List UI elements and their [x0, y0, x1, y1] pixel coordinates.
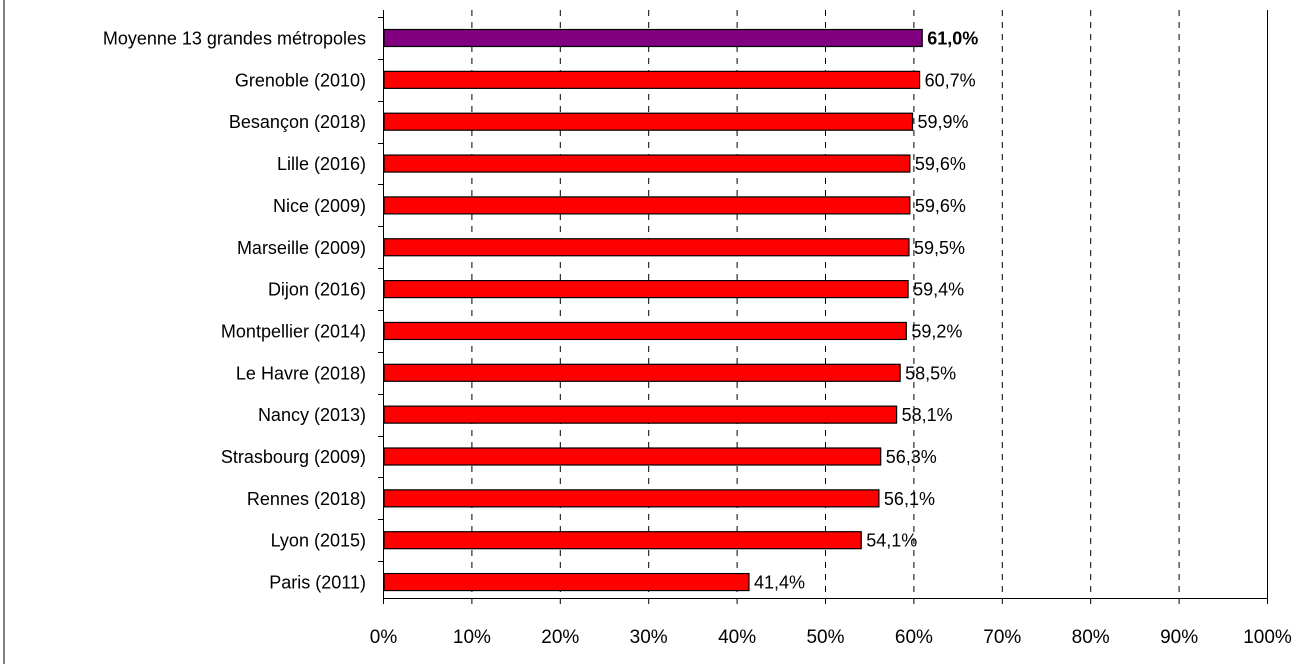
bar [383, 405, 898, 424]
bar [383, 447, 882, 466]
category-label: Nice (2009) [273, 196, 366, 216]
x-tick-label: 100% [1243, 627, 1292, 648]
x-tick-label: 40% [718, 627, 756, 648]
x-tick-label: 30% [630, 627, 668, 648]
data-label: 56,3% [886, 447, 937, 467]
category-label: Lille (2016) [277, 154, 366, 174]
data-label: 58,5% [905, 363, 956, 383]
x-tick-label: 10% [453, 627, 491, 648]
data-label: 61,0% [927, 29, 978, 49]
bar [383, 531, 862, 550]
category-label: Grenoble (2010) [235, 70, 366, 90]
category-label: Besançon (2018) [229, 112, 366, 132]
bar [383, 28, 923, 48]
x-tick-label: 90% [1160, 627, 1198, 648]
data-label: 59,5% [914, 238, 965, 258]
category-label: Strasbourg (2009) [221, 447, 366, 467]
category-label: Moyenne 13 grandes métropoles [103, 29, 366, 49]
bar [383, 489, 880, 508]
x-tick-label: 60% [895, 627, 933, 648]
data-label: 41,4% [754, 573, 805, 593]
bar [383, 363, 901, 382]
x-tick-label: 20% [541, 627, 579, 648]
category-label: Nancy (2013) [258, 405, 366, 425]
data-label: 58,1% [902, 405, 953, 425]
x-tick-label: 0% [370, 627, 398, 648]
bar [383, 154, 911, 173]
bar [383, 572, 750, 592]
category-label: Montpellier (2014) [221, 321, 366, 341]
bar [383, 112, 914, 131]
category-label: Paris (2011) [269, 573, 366, 593]
data-label: 60,7% [925, 70, 976, 90]
data-label: 59,6% [915, 196, 966, 216]
data-label: 59,6% [915, 154, 966, 174]
category-label: Marseille (2009) [237, 238, 366, 258]
data-label: 59,9% [918, 112, 969, 132]
data-label: 59,2% [911, 321, 962, 341]
bar [383, 196, 911, 215]
category-label: Rennes (2018) [247, 489, 366, 509]
x-tick-label: 50% [806, 627, 844, 648]
bar [383, 238, 910, 257]
bar [383, 70, 921, 89]
x-tick-label: 70% [983, 627, 1021, 648]
data-label: 54,1% [866, 531, 917, 551]
bar [383, 321, 907, 341]
category-label: Lyon (2015) [271, 531, 366, 551]
category-label: Dijon (2016) [268, 280, 366, 300]
data-label: 59,4% [913, 280, 964, 300]
bar [383, 280, 909, 299]
x-tick-label: 80% [1072, 627, 1110, 648]
category-label: Le Havre (2018) [236, 363, 366, 383]
data-label: 56,1% [884, 489, 935, 509]
